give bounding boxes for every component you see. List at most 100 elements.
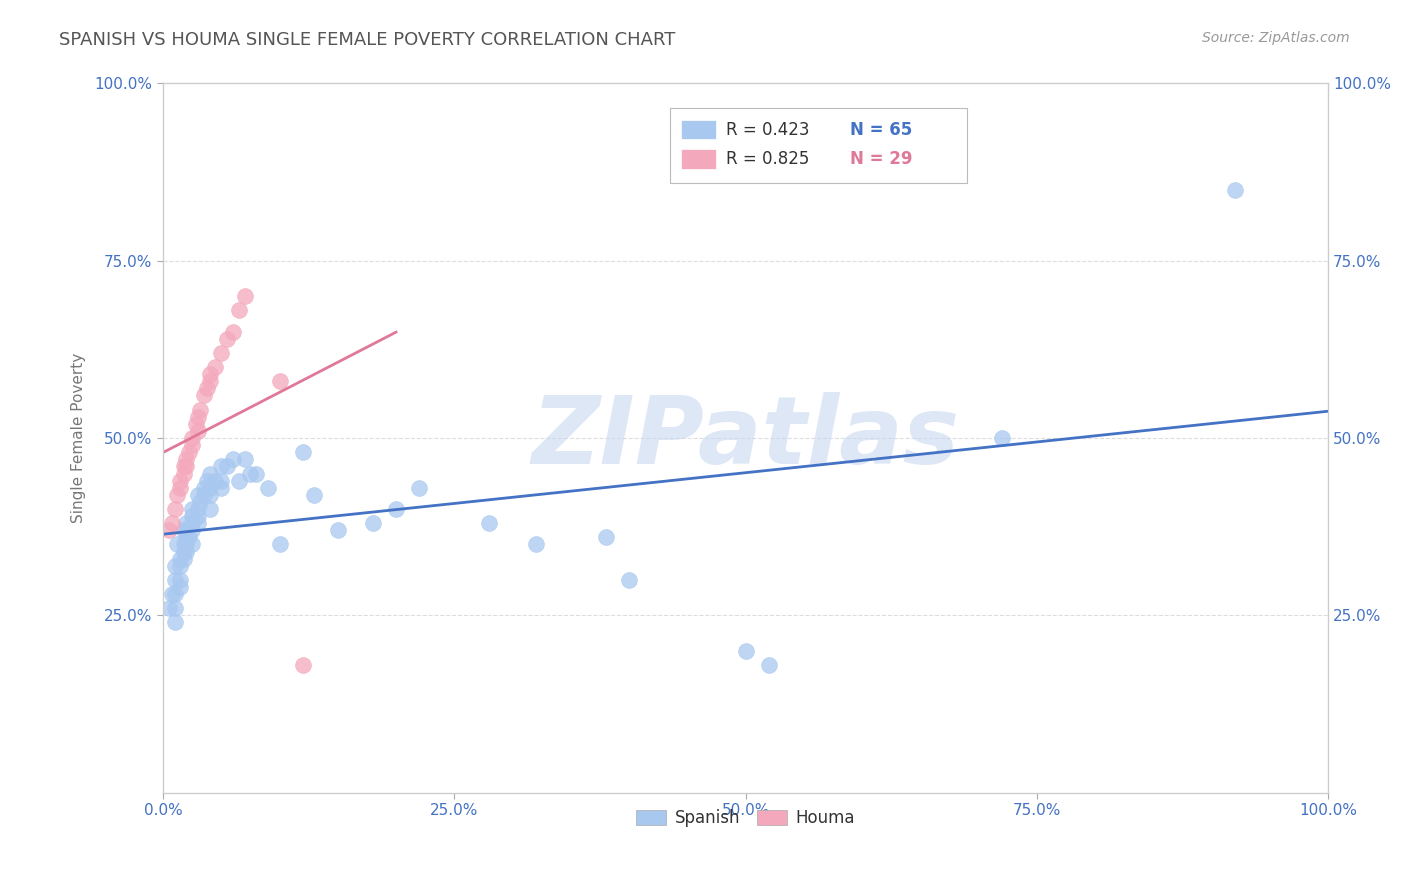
Text: SPANISH VS HOUMA SINGLE FEMALE POVERTY CORRELATION CHART: SPANISH VS HOUMA SINGLE FEMALE POVERTY C… [59, 31, 675, 49]
Point [177, 530, 200, 544]
Point [169, 481, 191, 495]
Point [198, 502, 221, 516]
Point [209, 474, 232, 488]
Point [181, 516, 204, 530]
Point [163, 601, 186, 615]
Point [169, 558, 191, 573]
Point [193, 481, 215, 495]
Point [187, 424, 209, 438]
Point [169, 551, 191, 566]
Point [187, 509, 209, 524]
Point [188, 495, 211, 509]
FancyBboxPatch shape [682, 120, 717, 139]
Point [193, 488, 215, 502]
Point [204, 360, 226, 375]
Point [174, 523, 197, 537]
Point [162, 587, 184, 601]
Point [269, 374, 291, 388]
Point [181, 537, 204, 551]
Y-axis label: Single Female Poverty: Single Female Poverty [72, 353, 86, 524]
Point [195, 381, 218, 395]
Point [228, 303, 250, 318]
Point [173, 537, 195, 551]
Point [187, 502, 209, 516]
Point [198, 488, 221, 502]
FancyBboxPatch shape [669, 108, 967, 183]
Text: ZIPatlas: ZIPatlas [531, 392, 960, 484]
Point [595, 530, 617, 544]
Point [169, 580, 191, 594]
Text: N = 29: N = 29 [851, 151, 912, 169]
Point [217, 332, 239, 346]
Point [326, 523, 349, 537]
Point [174, 516, 197, 530]
Point [163, 502, 186, 516]
Point [169, 573, 191, 587]
Text: R = 0.423: R = 0.423 [725, 120, 810, 138]
Point [181, 438, 204, 452]
Point [173, 459, 195, 474]
Point [184, 417, 207, 431]
Point [245, 467, 267, 481]
Point [198, 368, 221, 382]
Text: R = 0.825: R = 0.825 [725, 151, 808, 169]
Point [233, 452, 256, 467]
Point [193, 388, 215, 402]
Point [217, 459, 239, 474]
Point [291, 445, 314, 459]
Point [157, 523, 180, 537]
Point [181, 502, 204, 516]
Point [195, 474, 218, 488]
Point [209, 459, 232, 474]
Point [181, 523, 204, 537]
FancyBboxPatch shape [682, 149, 717, 169]
Point [188, 402, 211, 417]
Point [174, 544, 197, 558]
Point [174, 530, 197, 544]
Point [758, 658, 780, 673]
Point [181, 509, 204, 524]
Point [991, 431, 1014, 445]
Point [209, 346, 232, 360]
Point [222, 452, 245, 467]
Point [233, 289, 256, 303]
Point [304, 488, 326, 502]
Point [173, 551, 195, 566]
Point [291, 658, 314, 673]
Point [187, 516, 209, 530]
Text: Source: ZipAtlas.com: Source: ZipAtlas.com [1202, 31, 1350, 45]
Point [187, 409, 209, 424]
Point [228, 474, 250, 488]
Point [361, 516, 384, 530]
Point [173, 544, 195, 558]
Point [157, 601, 180, 615]
Point [209, 481, 232, 495]
Point [166, 537, 188, 551]
Point [187, 488, 209, 502]
Point [198, 481, 221, 495]
Point [198, 467, 221, 481]
Point [174, 537, 197, 551]
Point [524, 537, 547, 551]
Point [162, 516, 184, 530]
Point [163, 615, 186, 630]
Text: N = 65: N = 65 [851, 120, 912, 138]
Point [204, 474, 226, 488]
Point [163, 587, 186, 601]
Point [734, 644, 756, 658]
Point [177, 445, 200, 459]
Point [1223, 183, 1246, 197]
Point [173, 467, 195, 481]
Point [198, 374, 221, 388]
Point [166, 488, 188, 502]
Point [222, 325, 245, 339]
Point [174, 452, 197, 467]
Point [408, 481, 430, 495]
Point [174, 459, 197, 474]
Point [478, 516, 501, 530]
Point [269, 537, 291, 551]
Point [385, 502, 408, 516]
Point [617, 573, 640, 587]
Point [163, 573, 186, 587]
Point [239, 467, 262, 481]
